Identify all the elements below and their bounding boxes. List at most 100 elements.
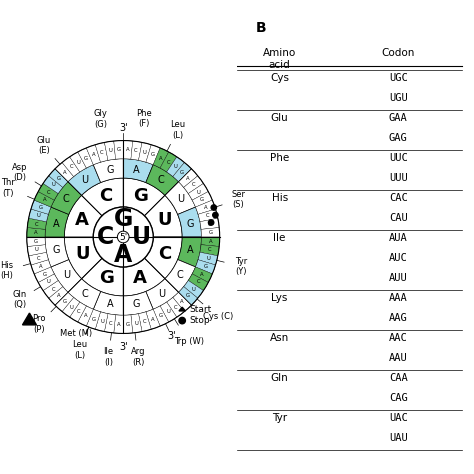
Wedge shape [86,145,100,165]
Text: A: A [117,322,121,327]
Text: A: A [84,313,88,319]
Text: G: G [92,317,96,322]
Wedge shape [43,176,63,193]
Text: G: G [39,205,43,210]
Text: Stop: Stop [190,316,210,325]
Text: C: C [166,160,170,164]
Wedge shape [173,292,191,311]
Wedge shape [27,237,46,246]
Text: A: A [43,197,46,202]
Circle shape [213,212,218,218]
Text: U: U [36,213,40,219]
Text: Leu
(L): Leu (L) [72,340,87,360]
Text: A: A [151,317,155,322]
Wedge shape [200,245,219,256]
Text: A: A [92,152,96,157]
Text: U: U [208,222,211,227]
Wedge shape [123,258,165,296]
Text: A: A [114,243,132,267]
Text: G: G [209,230,212,235]
Text: G: G [52,246,60,255]
Wedge shape [51,260,82,292]
Wedge shape [68,279,100,309]
Wedge shape [104,314,116,333]
Text: Ile
(I): Ile (I) [103,347,114,367]
Wedge shape [82,178,123,216]
Text: U: U [75,245,90,263]
Wedge shape [198,252,218,265]
Wedge shape [93,292,123,315]
Text: Gln
(Q): Gln (Q) [12,290,27,309]
Circle shape [211,205,217,210]
Text: C: C [177,270,183,280]
Text: U: U [177,194,184,204]
Wedge shape [31,260,51,274]
Wedge shape [188,274,208,291]
Text: C: C [143,319,146,324]
Wedge shape [184,281,203,298]
Text: G: G [126,322,129,327]
Text: G: G [187,219,194,228]
Text: Lys: Lys [272,293,288,303]
Text: Tyr: Tyr [272,413,287,423]
Wedge shape [138,142,151,162]
Text: GAG: GAG [389,133,408,143]
Circle shape [93,207,153,267]
Wedge shape [123,315,133,333]
Wedge shape [165,260,195,292]
Text: AUC: AUC [389,253,408,263]
Text: A: A [107,299,113,309]
Text: 3': 3' [167,331,176,341]
Text: U: U [191,286,195,292]
Text: A: A [209,239,212,244]
Text: Tyr
(Y): Tyr (Y) [235,256,247,276]
Wedge shape [70,152,86,172]
Text: AAC: AAC [389,333,408,343]
Text: AAU: AAU [389,353,408,363]
Text: His: His [272,193,288,203]
Polygon shape [179,307,185,311]
Text: G: G [63,299,66,304]
Text: C: C [191,182,195,188]
Text: U: U [100,319,104,324]
Wedge shape [93,159,123,182]
Wedge shape [160,152,177,172]
Text: A: A [75,211,89,229]
Text: CAC: CAC [389,193,408,203]
Text: AAA: AAA [389,293,408,303]
Text: G: G [56,176,61,181]
Text: Asn: Asn [270,333,289,343]
Wedge shape [178,237,201,267]
Text: Ile: Ile [273,233,286,243]
Text: Met (M): Met (M) [60,329,92,338]
Text: G: G [42,272,46,277]
Wedge shape [146,145,160,165]
Text: G: G [133,187,148,205]
Wedge shape [31,200,51,214]
Text: A: A [133,165,140,175]
Wedge shape [153,306,169,326]
Wedge shape [49,169,68,187]
Wedge shape [27,218,46,229]
Text: A: A [39,264,43,269]
Text: A: A [187,246,194,255]
Text: GAA: GAA [389,113,408,123]
Text: C: C [46,190,50,195]
Wedge shape [192,267,212,283]
Text: C: C [100,150,104,155]
Text: A: A [186,176,190,181]
Text: C: C [206,213,210,219]
Wedge shape [64,237,102,279]
Wedge shape [78,148,93,168]
Text: A: A [133,269,147,287]
Text: UUU: UUU [389,173,408,183]
Text: UUC: UUC [389,153,408,163]
Text: Asp
(D): Asp (D) [12,163,27,182]
Wedge shape [167,298,184,317]
Wedge shape [43,281,63,298]
Text: C: C [158,245,171,263]
Wedge shape [195,200,216,214]
Text: U: U [206,255,210,261]
Text: CAG: CAG [389,393,408,403]
Wedge shape [138,312,151,332]
